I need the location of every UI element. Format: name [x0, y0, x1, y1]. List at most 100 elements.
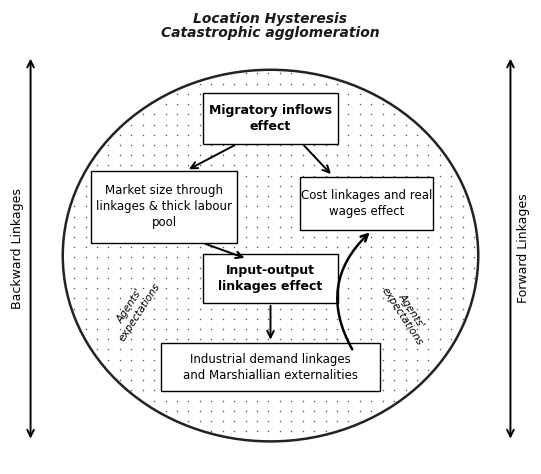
Point	[195, 110, 204, 118]
Point	[275, 182, 284, 190]
Point	[116, 192, 124, 200]
Point	[287, 213, 295, 220]
Point	[367, 366, 375, 374]
Point	[241, 182, 250, 190]
Point	[275, 386, 284, 394]
Point	[458, 294, 467, 302]
Point	[401, 223, 410, 230]
Point	[173, 356, 181, 364]
Point	[424, 346, 433, 353]
Point	[310, 182, 319, 190]
Point	[207, 346, 216, 353]
Point	[230, 192, 239, 200]
Point	[401, 233, 410, 241]
Point	[195, 182, 204, 190]
Point	[253, 397, 261, 404]
Point	[287, 100, 295, 108]
Point	[195, 315, 204, 322]
Point	[401, 274, 410, 282]
Point	[436, 325, 444, 333]
Point	[275, 254, 284, 261]
Point	[321, 376, 330, 384]
Point	[344, 213, 353, 220]
Point	[401, 152, 410, 159]
Point	[447, 284, 456, 292]
Point	[150, 131, 159, 138]
Point	[81, 233, 90, 241]
Point	[321, 80, 330, 88]
Point	[310, 233, 319, 241]
Point	[219, 80, 227, 88]
Point	[195, 376, 204, 384]
Point	[344, 336, 353, 343]
Point	[264, 386, 273, 394]
Point	[367, 233, 375, 241]
Point	[333, 80, 341, 88]
Point	[333, 121, 341, 128]
Point	[207, 162, 216, 169]
Point	[424, 274, 433, 282]
Point	[195, 244, 204, 251]
Point	[116, 223, 124, 230]
Point	[344, 182, 353, 190]
Point	[207, 397, 216, 404]
Point	[150, 213, 159, 220]
Point	[150, 152, 159, 159]
Point	[70, 274, 78, 282]
Point	[161, 172, 170, 180]
Point	[310, 356, 319, 364]
Point	[253, 202, 261, 210]
Point	[299, 100, 307, 108]
Point	[127, 141, 136, 149]
Point	[93, 162, 101, 169]
Point	[299, 254, 307, 261]
Point	[173, 284, 181, 292]
Point	[81, 305, 90, 312]
Point	[390, 336, 398, 343]
Point	[424, 315, 433, 322]
Point	[413, 192, 421, 200]
Point	[367, 346, 375, 353]
Point	[378, 376, 387, 384]
Point	[195, 80, 204, 88]
Point	[93, 172, 101, 180]
Point	[447, 325, 456, 333]
Point	[401, 294, 410, 302]
Point	[138, 254, 147, 261]
Point	[470, 254, 478, 261]
Point	[195, 192, 204, 200]
Point	[230, 182, 239, 190]
Point	[241, 428, 250, 435]
Point	[230, 315, 239, 322]
Point	[253, 233, 261, 241]
Point	[401, 162, 410, 169]
Point	[264, 356, 273, 364]
Point	[436, 336, 444, 343]
Point	[310, 428, 319, 435]
Point	[230, 244, 239, 251]
Point	[310, 213, 319, 220]
Point	[150, 325, 159, 333]
Point	[195, 141, 204, 149]
Point	[299, 407, 307, 415]
Point	[321, 110, 330, 118]
Point	[138, 356, 147, 364]
Point	[264, 305, 273, 312]
Point	[275, 366, 284, 374]
Point	[401, 141, 410, 149]
Point	[93, 325, 101, 333]
Point	[287, 162, 295, 169]
Point	[116, 182, 124, 190]
Point	[367, 202, 375, 210]
Point	[230, 274, 239, 282]
Point	[344, 121, 353, 128]
Point	[207, 376, 216, 384]
Point	[333, 294, 341, 302]
Point	[264, 202, 273, 210]
Point	[230, 336, 239, 343]
Point	[299, 192, 307, 200]
Point	[424, 202, 433, 210]
Point	[275, 336, 284, 343]
Point	[230, 346, 239, 353]
Point	[321, 366, 330, 374]
